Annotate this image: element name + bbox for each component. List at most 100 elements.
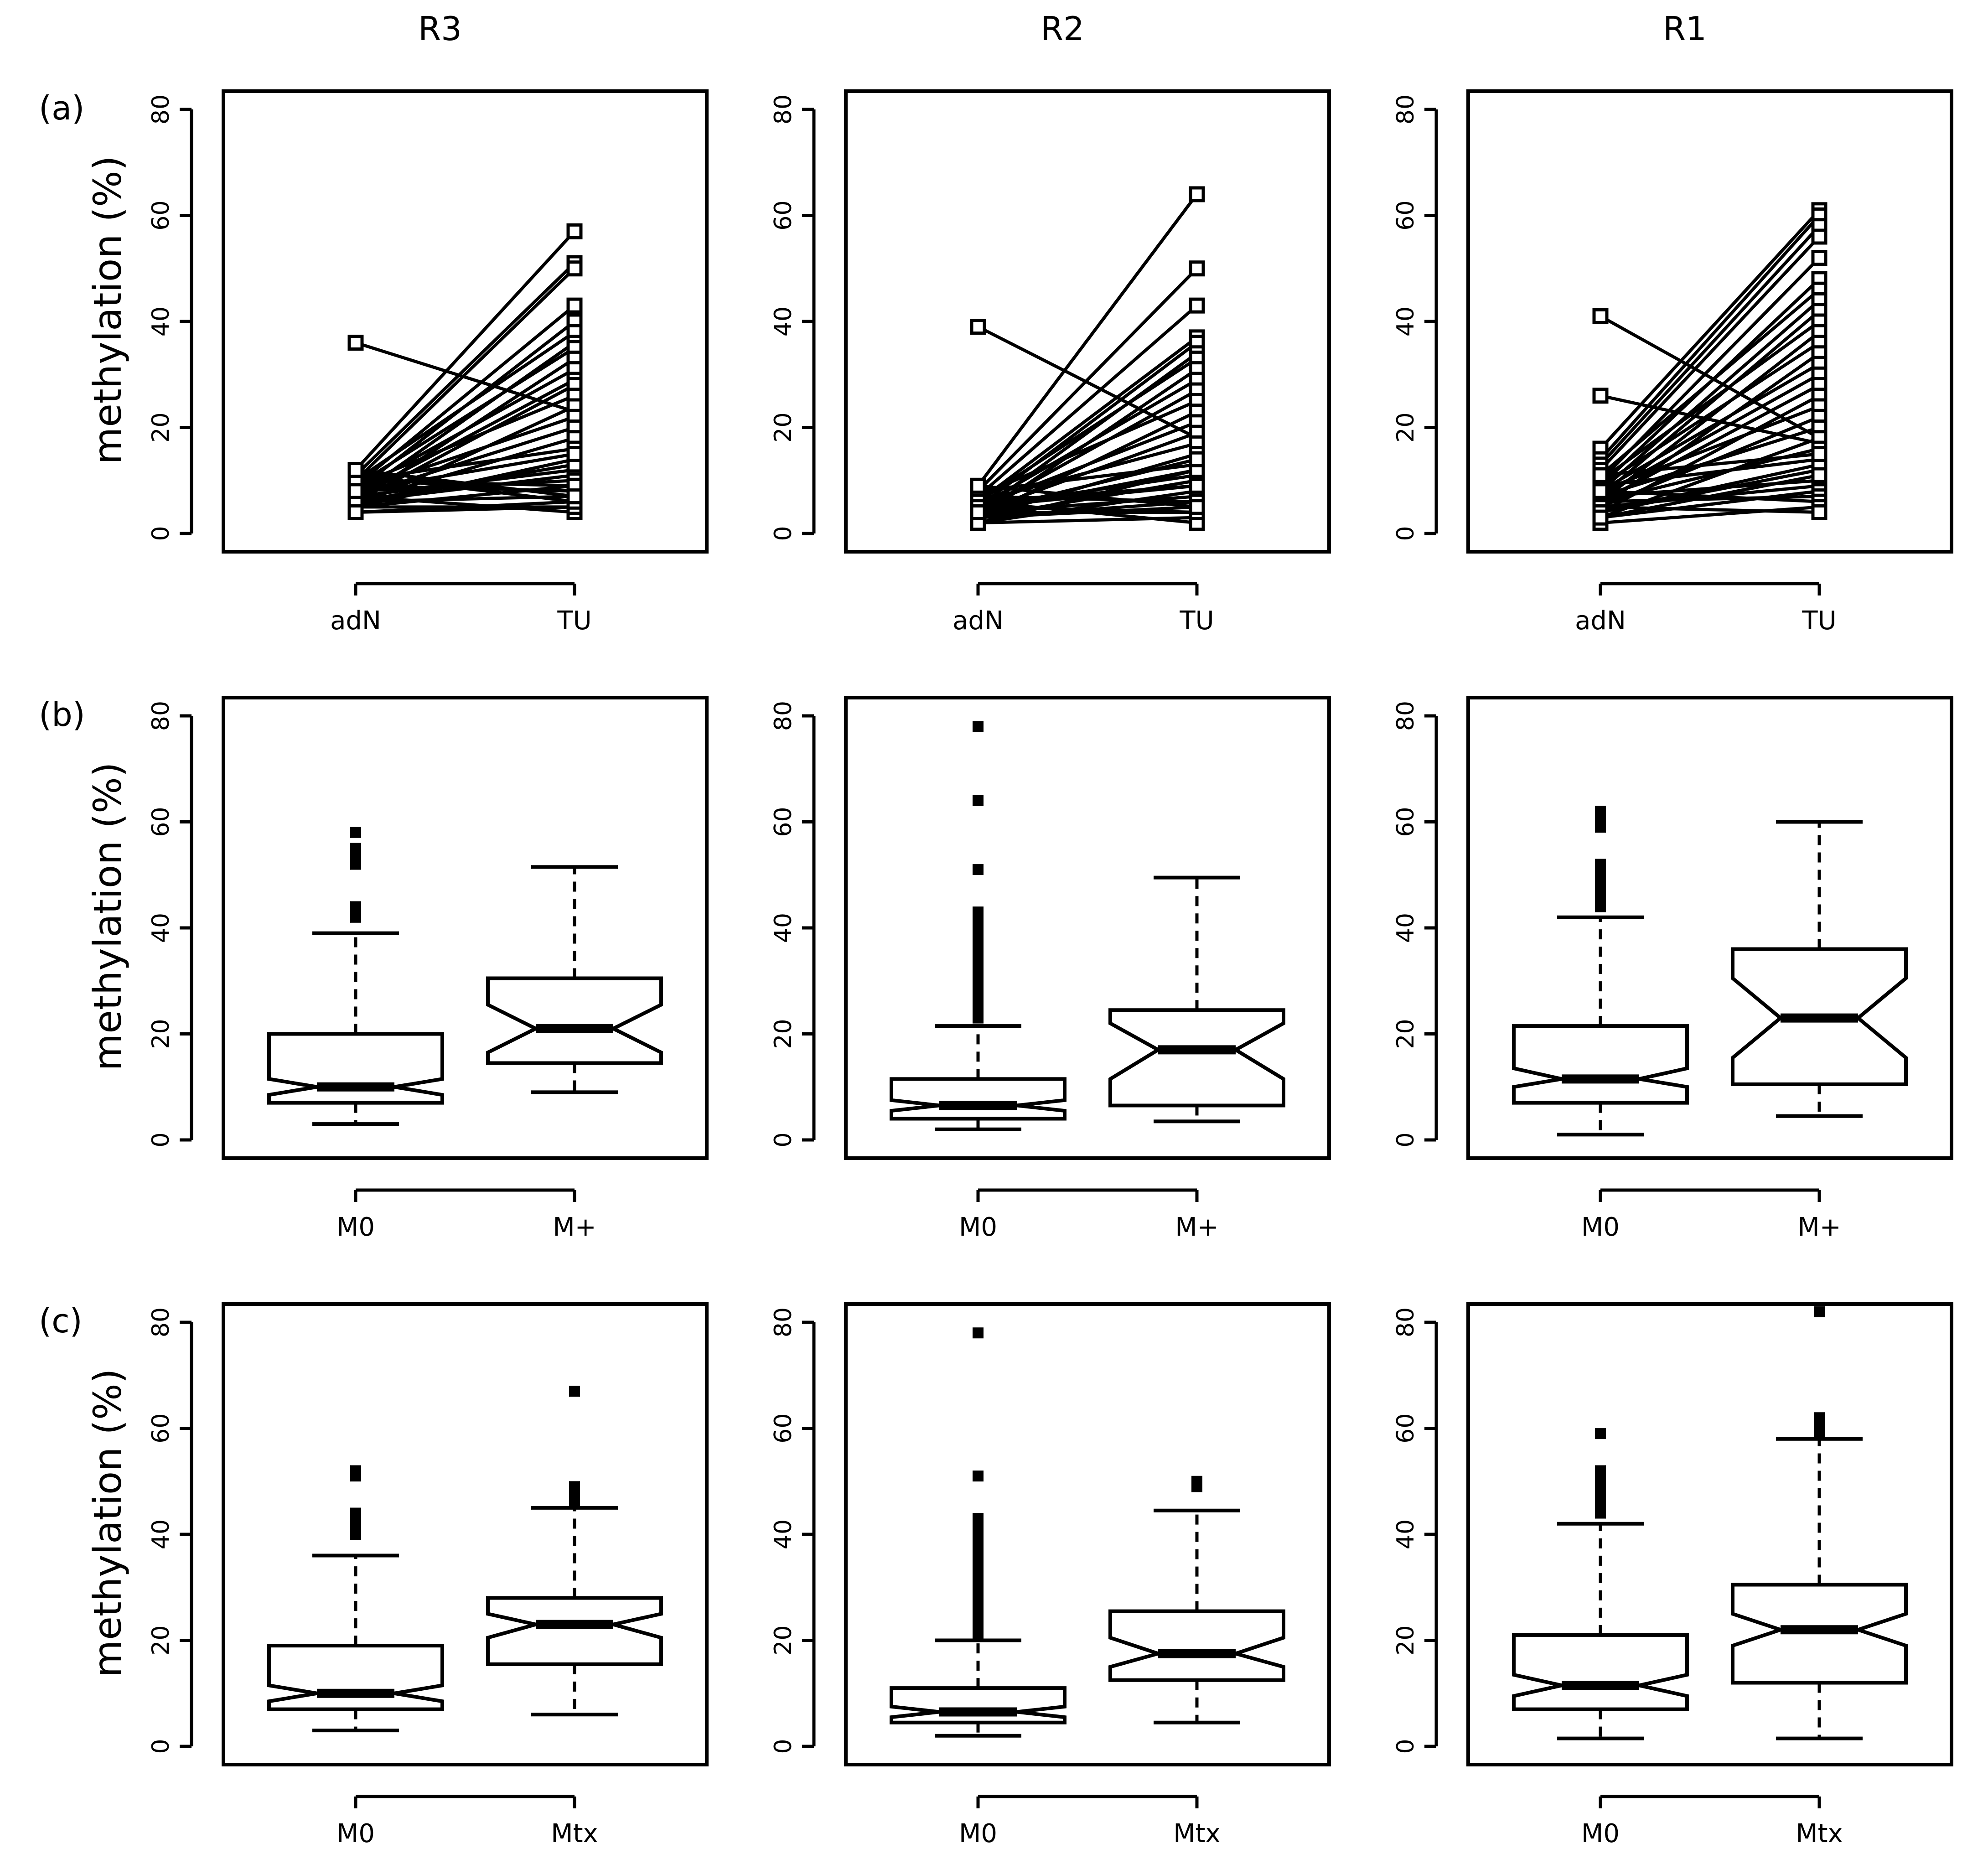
paired-line <box>1600 362 1820 493</box>
point-adN <box>1592 483 1609 499</box>
notched-box <box>486 976 663 1065</box>
outlier-point <box>1595 1465 1606 1476</box>
paired-line <box>354 230 576 471</box>
paired-line <box>1600 473 1820 519</box>
paired-line <box>978 495 1197 503</box>
y-tick-label: 40 <box>147 306 175 337</box>
plot-frame <box>1466 696 1953 1160</box>
y-tick-label: 80 <box>1392 701 1419 731</box>
outlier-point <box>973 1470 984 1482</box>
plot-frame <box>222 1302 709 1766</box>
paired-line <box>1600 495 1820 503</box>
outlier-point <box>973 795 984 806</box>
y-tick-label: 0 <box>147 1132 175 1147</box>
y-tick-label: 0 <box>1392 526 1419 541</box>
y-tick-label: 20 <box>147 1019 175 1049</box>
outlier-point <box>973 970 984 981</box>
y-tick-label: 0 <box>770 1739 797 1754</box>
y-tick-label: 40 <box>770 306 797 337</box>
point-TU <box>566 297 583 314</box>
notched-box <box>1512 1024 1689 1105</box>
paired-line <box>355 479 575 493</box>
outlier-point <box>973 1560 984 1572</box>
outlier-point <box>973 927 984 939</box>
y-tick-label: 60 <box>147 807 175 837</box>
plot-frame <box>222 89 709 554</box>
box-mtx <box>486 1386 663 1717</box>
box-mplus <box>1731 820 1908 1118</box>
paired-line <box>978 441 1197 503</box>
panel-c-r1: 0 20 40 60 80 M0 Mtx <box>1392 1302 1953 1848</box>
paired-line <box>355 331 575 482</box>
row-label-b: (b) <box>39 695 85 734</box>
y-tick-label: 20 <box>147 1625 175 1655</box>
outlier-point <box>973 1539 984 1551</box>
point-adN <box>970 319 986 335</box>
paired-line <box>1600 505 1820 525</box>
y-tick-label: 0 <box>147 1739 175 1754</box>
y-tick-label: 20 <box>1392 1625 1419 1655</box>
panels-group: 0 20 40 60 80 adN TU 0 20 40 60 80 adN TU 0 20 40 60 80 adN… <box>147 89 1953 1848</box>
point-TU <box>1811 228 1828 245</box>
y-tick-label: 80 <box>770 701 797 731</box>
outlier-point <box>1814 1412 1825 1424</box>
paired-line <box>1600 404 1820 493</box>
panel-a-r3: 0 20 40 60 80 adN TU <box>147 89 709 636</box>
paired-line <box>977 336 1198 503</box>
y-tick-label: 40 <box>770 1519 797 1549</box>
box-mtx <box>1108 1476 1285 1724</box>
point-adN <box>347 483 364 499</box>
plot-frame <box>1466 89 1953 554</box>
point-adN <box>970 504 986 520</box>
paired-line <box>355 452 575 493</box>
point-adN <box>347 504 364 520</box>
x-category-label: TU <box>557 606 591 636</box>
point-TU <box>1811 467 1828 483</box>
paired-line <box>977 357 1198 503</box>
x-category-label: M0 <box>959 1212 997 1242</box>
y-tick-label: 40 <box>147 1519 175 1549</box>
point-adN <box>347 335 364 351</box>
column-title-r2: R2 <box>1041 10 1084 48</box>
outlier-point <box>973 991 984 1003</box>
paired-line <box>978 484 1197 509</box>
point-TU <box>1189 297 1205 314</box>
box-m0 <box>267 1465 444 1733</box>
point-TU <box>566 260 583 277</box>
point-TU <box>1811 250 1828 266</box>
outlier-point <box>973 1614 984 1625</box>
outlier-point <box>973 917 984 928</box>
paired-line <box>1600 457 1820 487</box>
column-title-r3: R3 <box>418 10 462 48</box>
y-tick-label: 40 <box>1392 306 1419 337</box>
outlier-point <box>973 1513 984 1524</box>
point-adN <box>970 477 986 494</box>
paired-line <box>1600 315 1820 440</box>
x-category-label: M+ <box>553 1212 596 1242</box>
outlier-point <box>1595 859 1606 870</box>
paired-line <box>1599 225 1821 466</box>
x-category-label: Mtx <box>551 1819 598 1848</box>
ylabel-row-a: methylation (%) <box>85 155 130 464</box>
y-tick-label: 20 <box>770 1625 797 1655</box>
point-adN <box>1592 388 1609 404</box>
x-category-label: M0 <box>337 1212 375 1242</box>
point-adN <box>1592 308 1609 324</box>
paired-line <box>1600 426 1820 498</box>
point-adN <box>1592 509 1609 526</box>
outlier-point <box>1814 1306 1825 1317</box>
paired-line <box>1599 310 1821 498</box>
plot-frame <box>1466 1302 1953 1766</box>
paired-line <box>1599 320 1821 482</box>
panel-c-r3: 0 20 40 60 80 M0 Mtx <box>147 1302 709 1848</box>
point-TU <box>566 223 583 239</box>
paired-line <box>355 347 575 487</box>
point-adN <box>1592 467 1609 483</box>
outlier-point <box>973 864 984 875</box>
y-tick-label: 80 <box>147 1307 175 1337</box>
notched-box <box>486 1596 663 1666</box>
outlier-point <box>350 1507 361 1519</box>
notched-box <box>267 1032 444 1105</box>
notched-box <box>890 1686 1066 1724</box>
